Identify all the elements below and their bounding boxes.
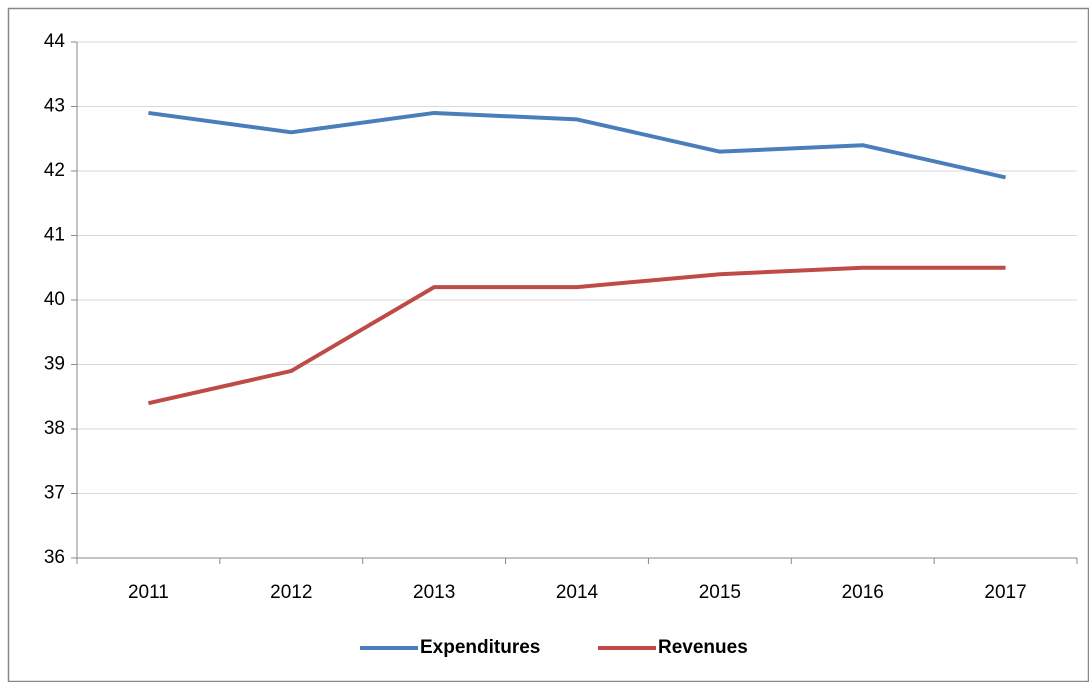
x-tick-label: 2012 (270, 582, 312, 603)
y-tick-label: 43 (44, 96, 65, 117)
series-line (147, 265, 1006, 406)
x-tick-label: 2015 (699, 582, 741, 603)
legend-text: Revenues (658, 637, 748, 658)
x-tick-label: 2014 (556, 582, 599, 603)
y-tick-label: 41 (44, 225, 65, 246)
y-tick-label: 38 (44, 418, 65, 439)
y-tick-label: 42 (44, 160, 65, 181)
x-tick-label: 2013 (413, 582, 455, 603)
chart-border (7, 7, 1089, 683)
y-tick-label: 36 (44, 547, 65, 568)
y-tick-label: 39 (44, 354, 65, 375)
y-tick-label: 40 (44, 289, 65, 310)
series-line (148, 110, 1007, 180)
x-tick-label: 2016 (842, 582, 884, 603)
x-tick-label: 2017 (984, 582, 1026, 603)
y-tick-label: 37 (44, 483, 65, 504)
y-tick-label: 44 (44, 31, 66, 52)
x-tick-label: 2011 (128, 582, 169, 603)
legend-text: Expenditures (420, 637, 540, 658)
